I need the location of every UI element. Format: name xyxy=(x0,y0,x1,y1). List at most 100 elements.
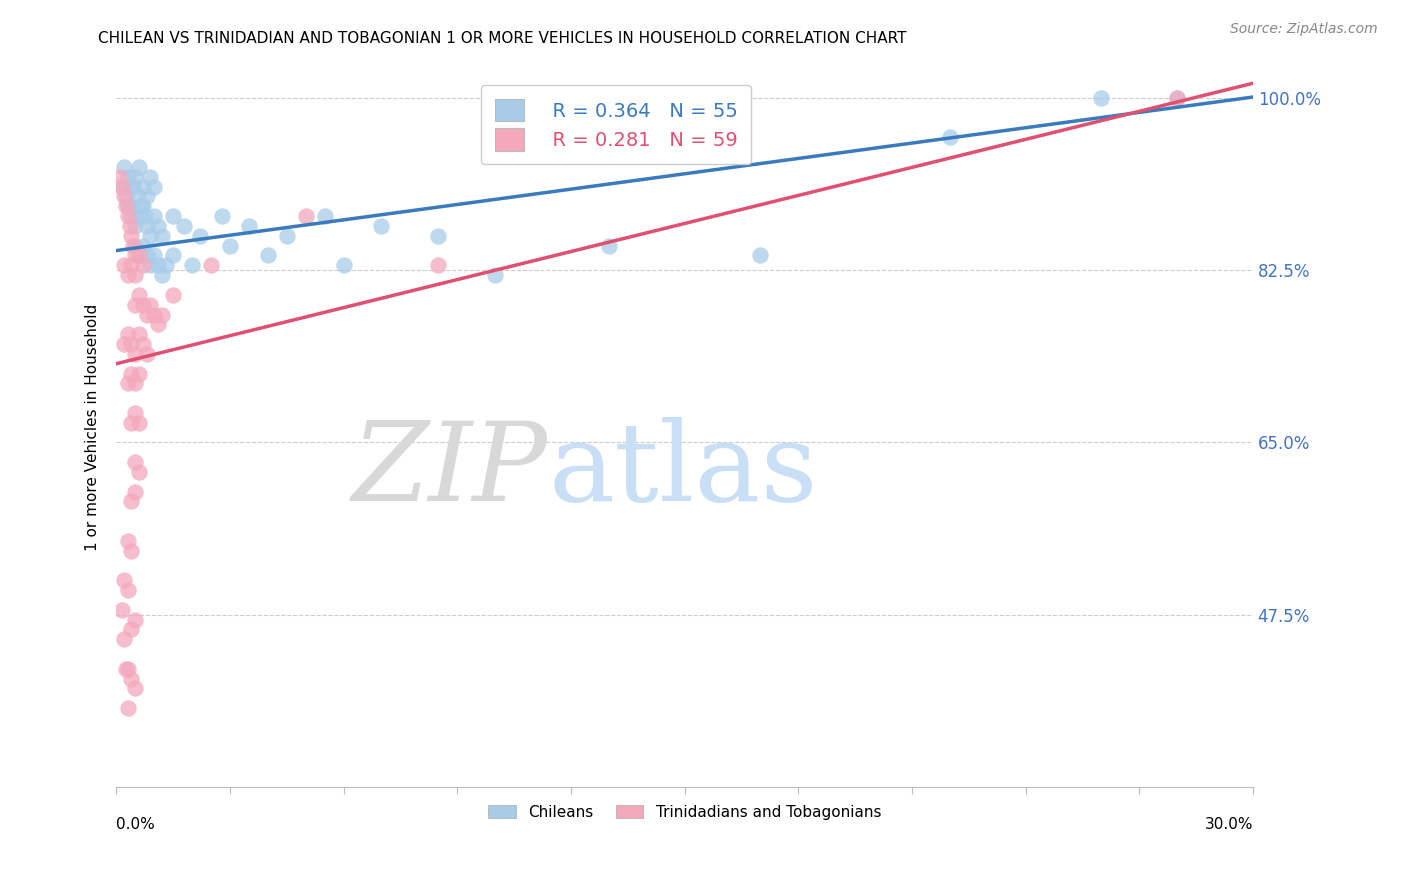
Point xyxy=(114,199,136,213)
Point xyxy=(139,169,162,184)
Point xyxy=(135,219,157,233)
Point xyxy=(111,179,134,194)
Point xyxy=(132,179,155,194)
Point xyxy=(135,189,157,203)
Point xyxy=(294,209,316,223)
Point xyxy=(124,347,146,361)
Point xyxy=(143,209,166,223)
Point xyxy=(219,238,242,252)
Point xyxy=(118,219,141,233)
Point xyxy=(128,327,150,342)
Point xyxy=(150,308,173,322)
Point xyxy=(114,189,136,203)
Point xyxy=(112,160,135,174)
Point xyxy=(120,367,142,381)
Point xyxy=(427,228,450,243)
Point xyxy=(117,582,139,597)
Point xyxy=(749,248,772,262)
Point xyxy=(112,573,135,587)
Point xyxy=(162,288,184,302)
Point xyxy=(1166,91,1188,105)
Point xyxy=(128,288,150,302)
Point xyxy=(173,219,195,233)
Point xyxy=(124,455,146,469)
Point xyxy=(124,681,146,696)
Point xyxy=(427,258,450,272)
Point xyxy=(200,258,222,272)
Point xyxy=(124,268,146,282)
Point xyxy=(1090,91,1112,105)
Point xyxy=(128,160,150,174)
Point xyxy=(139,298,162,312)
Point xyxy=(132,258,155,272)
Point xyxy=(128,248,150,262)
Point xyxy=(598,238,620,252)
Point xyxy=(128,367,150,381)
Point xyxy=(132,337,155,351)
Point xyxy=(124,238,146,252)
Point xyxy=(124,406,146,420)
Text: 0.0%: 0.0% xyxy=(117,817,155,832)
Point xyxy=(181,258,204,272)
Point xyxy=(120,258,142,272)
Point xyxy=(146,219,169,233)
Point xyxy=(111,603,134,617)
Point xyxy=(150,228,173,243)
Point xyxy=(143,179,166,194)
Point xyxy=(143,308,166,322)
Point xyxy=(124,248,146,262)
Y-axis label: 1 or more Vehicles in Household: 1 or more Vehicles in Household xyxy=(86,304,100,551)
Point xyxy=(124,376,146,391)
Point xyxy=(117,209,139,223)
Point xyxy=(135,248,157,262)
Text: Source: ZipAtlas.com: Source: ZipAtlas.com xyxy=(1230,22,1378,37)
Point xyxy=(124,219,146,233)
Point xyxy=(211,209,233,223)
Point xyxy=(146,318,169,332)
Point xyxy=(162,209,184,223)
Point xyxy=(134,209,156,223)
Point xyxy=(139,258,162,272)
Point xyxy=(117,533,139,548)
Point xyxy=(276,228,298,243)
Point xyxy=(124,169,146,184)
Point xyxy=(117,701,139,715)
Point xyxy=(132,199,155,213)
Point xyxy=(120,623,142,637)
Point xyxy=(117,662,139,676)
Point xyxy=(112,632,135,647)
Point xyxy=(112,337,135,351)
Point xyxy=(143,248,166,262)
Point xyxy=(129,199,152,213)
Text: ZIP: ZIP xyxy=(353,417,548,524)
Point xyxy=(162,248,184,262)
Point xyxy=(939,130,962,145)
Point xyxy=(120,179,142,194)
Point xyxy=(124,298,146,312)
Point xyxy=(120,228,142,243)
Point xyxy=(120,543,142,558)
Point xyxy=(118,199,141,213)
Point xyxy=(128,209,150,223)
Point xyxy=(112,189,135,203)
Point xyxy=(122,179,145,194)
Point xyxy=(117,268,139,282)
Point xyxy=(128,248,150,262)
Point xyxy=(188,228,211,243)
Point xyxy=(132,298,155,312)
Point xyxy=(112,258,135,272)
Point xyxy=(314,209,336,223)
Point xyxy=(332,258,354,272)
Point xyxy=(120,672,142,686)
Point xyxy=(124,613,146,627)
Point xyxy=(150,268,173,282)
Point xyxy=(135,347,157,361)
Point xyxy=(108,169,131,184)
Point xyxy=(1166,91,1188,105)
Point xyxy=(117,327,139,342)
Point xyxy=(155,258,177,272)
Legend: Chileans, Trinidadians and Tobagonians: Chileans, Trinidadians and Tobagonians xyxy=(482,798,887,826)
Point xyxy=(120,209,142,223)
Point xyxy=(120,337,142,351)
Point xyxy=(120,494,142,508)
